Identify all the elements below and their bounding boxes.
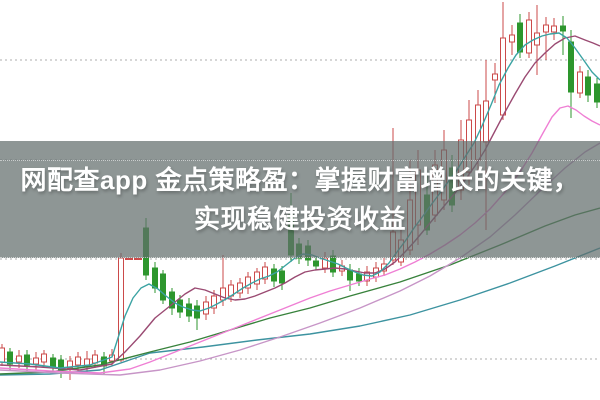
ma-slowest-cyan xyxy=(0,247,600,376)
ma-fastest-teal xyxy=(0,32,600,369)
banner-gridline-bottom xyxy=(0,257,600,258)
headline-line-2: 实现稳健投资收益 xyxy=(193,203,406,234)
ma-mid-magenta xyxy=(0,105,600,374)
headline-banner: 网配查app 金点策略盈：掌握财富增长的关键， 实现稳健投资收益 xyxy=(0,141,600,258)
banner-gridline-top xyxy=(0,160,600,161)
headline-line-1: 网配查app 金点策略盈：掌握财富增长的关键， xyxy=(20,164,580,195)
ma-fast-maroon xyxy=(0,35,600,371)
